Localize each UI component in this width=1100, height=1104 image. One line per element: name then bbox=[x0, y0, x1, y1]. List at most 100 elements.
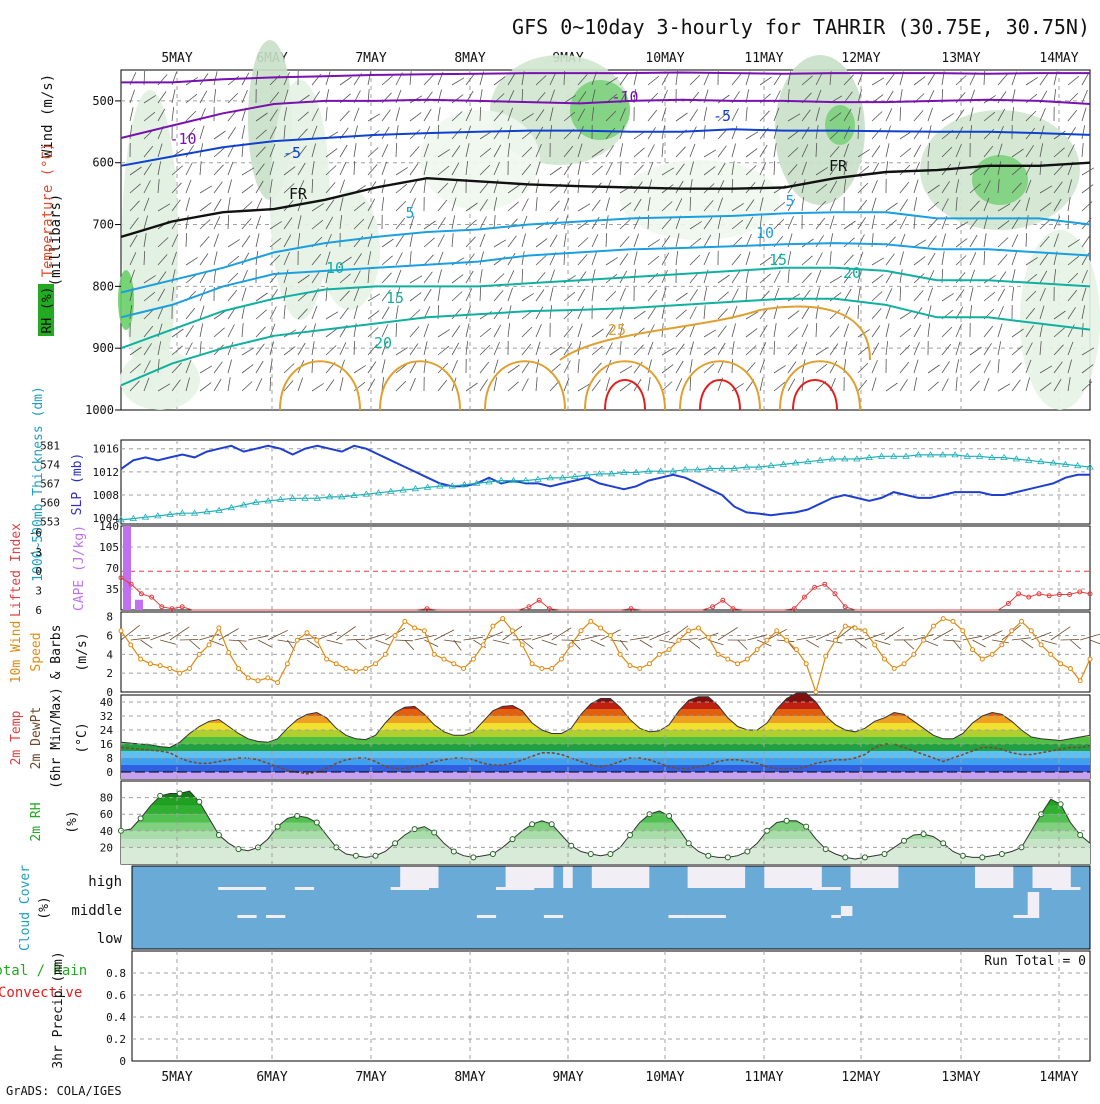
cloud-mid-gap-1 bbox=[295, 887, 314, 890]
precip-run-total: Run Total = 0 bbox=[984, 954, 1086, 969]
wind-point-92 bbox=[1020, 619, 1024, 623]
wind-point-46 bbox=[569, 643, 573, 647]
rh-point-42 bbox=[530, 822, 535, 827]
rh-point-62 bbox=[725, 855, 730, 860]
rh-point-52 bbox=[628, 833, 633, 838]
wind-point-45 bbox=[560, 657, 564, 661]
precip-label-3: 3hr Precip (mm) bbox=[51, 951, 66, 1068]
wind-point-89 bbox=[990, 652, 994, 656]
contour-label-9: 10 bbox=[756, 224, 774, 242]
wind-point-60 bbox=[706, 635, 710, 639]
upper-tick-500: 500 bbox=[92, 94, 114, 108]
rh-point-26 bbox=[373, 853, 378, 858]
cloud-mid-gap-3 bbox=[496, 887, 534, 890]
top-date-8MAY: 8MAY bbox=[454, 51, 485, 66]
temp-tick-8: 8 bbox=[106, 752, 113, 765]
wind-point-84 bbox=[941, 617, 945, 621]
wind-label-2: Speed bbox=[29, 632, 44, 671]
wind-point-54 bbox=[648, 662, 652, 666]
rh-tick-60: 60 bbox=[100, 808, 113, 821]
wind-point-71 bbox=[814, 690, 818, 694]
precip-panel: 0.80.60.40.20 Run Total = 0 Total / Rain… bbox=[0, 951, 1090, 1069]
wind-point-68 bbox=[785, 638, 789, 642]
wind-point-18 bbox=[295, 638, 299, 642]
temp-tick-0: 0 bbox=[106, 766, 113, 779]
rh-point-80 bbox=[902, 838, 907, 843]
rh-point-34 bbox=[451, 849, 456, 854]
wind-label-1: 10m Wind bbox=[9, 621, 24, 684]
wind-point-12 bbox=[237, 667, 241, 671]
wind-point-17 bbox=[285, 662, 289, 666]
contour-label-1: -10 bbox=[169, 130, 196, 148]
wind-point-38 bbox=[491, 624, 495, 628]
rh-point-50 bbox=[608, 852, 613, 857]
wind-point-55 bbox=[657, 652, 661, 656]
wind-point-56 bbox=[667, 648, 671, 652]
contour-label-10: 15 bbox=[386, 289, 404, 307]
rh-point-48 bbox=[588, 852, 593, 857]
cape-tick-105: 105 bbox=[99, 541, 119, 554]
wind-point-41 bbox=[520, 643, 524, 647]
cloud-mid-block-1 bbox=[841, 906, 853, 916]
temp-unit: (°C) bbox=[75, 722, 90, 753]
cape-bar-1 bbox=[135, 600, 143, 610]
wind-point-22 bbox=[334, 662, 338, 666]
wind-point-98 bbox=[1078, 679, 1082, 683]
cloud-low-gap-4 bbox=[669, 915, 688, 918]
rh-point-98 bbox=[1078, 833, 1083, 838]
li-tick-3: 3 bbox=[35, 585, 42, 598]
bottom-date-10MAY: 10MAY bbox=[645, 1070, 684, 1085]
cloud-low-gap-1 bbox=[266, 915, 285, 918]
wind-point-0 bbox=[119, 629, 123, 633]
rh-point-76 bbox=[862, 855, 867, 860]
precip-tick-0.6: 0.6 bbox=[106, 989, 126, 1002]
top-date-axis: 5MAY6MAY7MAY8MAY9MAY10MAY11MAY12MAY13MAY… bbox=[161, 51, 1078, 66]
wind-point-7 bbox=[188, 667, 192, 671]
wind-point-86 bbox=[961, 629, 965, 633]
wind-tick-2: 2 bbox=[106, 667, 113, 680]
top-date-7MAY: 7MAY bbox=[355, 51, 386, 66]
contour-label-5: FR bbox=[829, 157, 848, 175]
wind-point-53 bbox=[638, 667, 642, 671]
precip-tick-0: 0 bbox=[119, 1055, 126, 1068]
upper-legend-temp: Temperature (°C) bbox=[40, 143, 56, 278]
wind-point-97 bbox=[1068, 667, 1072, 671]
cloud-high-gap-3 bbox=[592, 866, 650, 888]
wind-tick-6: 6 bbox=[106, 630, 113, 643]
bottom-date-9MAY: 9MAY bbox=[552, 1070, 583, 1085]
contour-label-0: -10 bbox=[611, 88, 638, 106]
wind-point-62 bbox=[726, 657, 730, 661]
cloud-level-middle: middle bbox=[71, 903, 122, 919]
top-date-11MAY: 11MAY bbox=[744, 51, 783, 66]
rh-point-78 bbox=[882, 852, 887, 857]
wind-point-52 bbox=[628, 664, 632, 668]
rh-point-84 bbox=[941, 841, 946, 846]
wind-point-37 bbox=[481, 643, 485, 647]
precip-tick-0.8: 0.8 bbox=[106, 967, 126, 980]
rh-unit: (%) bbox=[65, 810, 80, 833]
cloud-level-low: low bbox=[97, 931, 123, 947]
top-date-10MAY: 10MAY bbox=[645, 51, 684, 66]
rh-point-20 bbox=[314, 820, 319, 825]
wind-point-76 bbox=[863, 629, 867, 633]
wind-point-67 bbox=[775, 629, 779, 633]
precip-tick-0.4: 0.4 bbox=[106, 1011, 126, 1024]
wind-point-3 bbox=[148, 662, 152, 666]
rh-blob-10 bbox=[320, 190, 380, 310]
cloud-mid-gap-4 bbox=[812, 887, 841, 890]
cape-tick-35: 35 bbox=[106, 583, 119, 596]
contour-label-11: 15 bbox=[769, 251, 787, 269]
wind-point-24 bbox=[354, 669, 358, 673]
contour-label-4: FR bbox=[289, 185, 308, 203]
wind-point-78 bbox=[883, 657, 887, 661]
temp-label-1: 2m Temp bbox=[9, 710, 24, 765]
wind-point-59 bbox=[697, 626, 701, 630]
wind-point-40 bbox=[511, 629, 515, 633]
credit-label: GrADS: COLA/IGES bbox=[6, 1084, 122, 1098]
wind-point-70 bbox=[804, 662, 808, 666]
wind-point-50 bbox=[608, 634, 612, 638]
wind-point-61 bbox=[716, 652, 720, 656]
wind-point-35 bbox=[462, 667, 466, 671]
wind-point-63 bbox=[736, 662, 740, 666]
rh-point-28 bbox=[393, 841, 398, 846]
